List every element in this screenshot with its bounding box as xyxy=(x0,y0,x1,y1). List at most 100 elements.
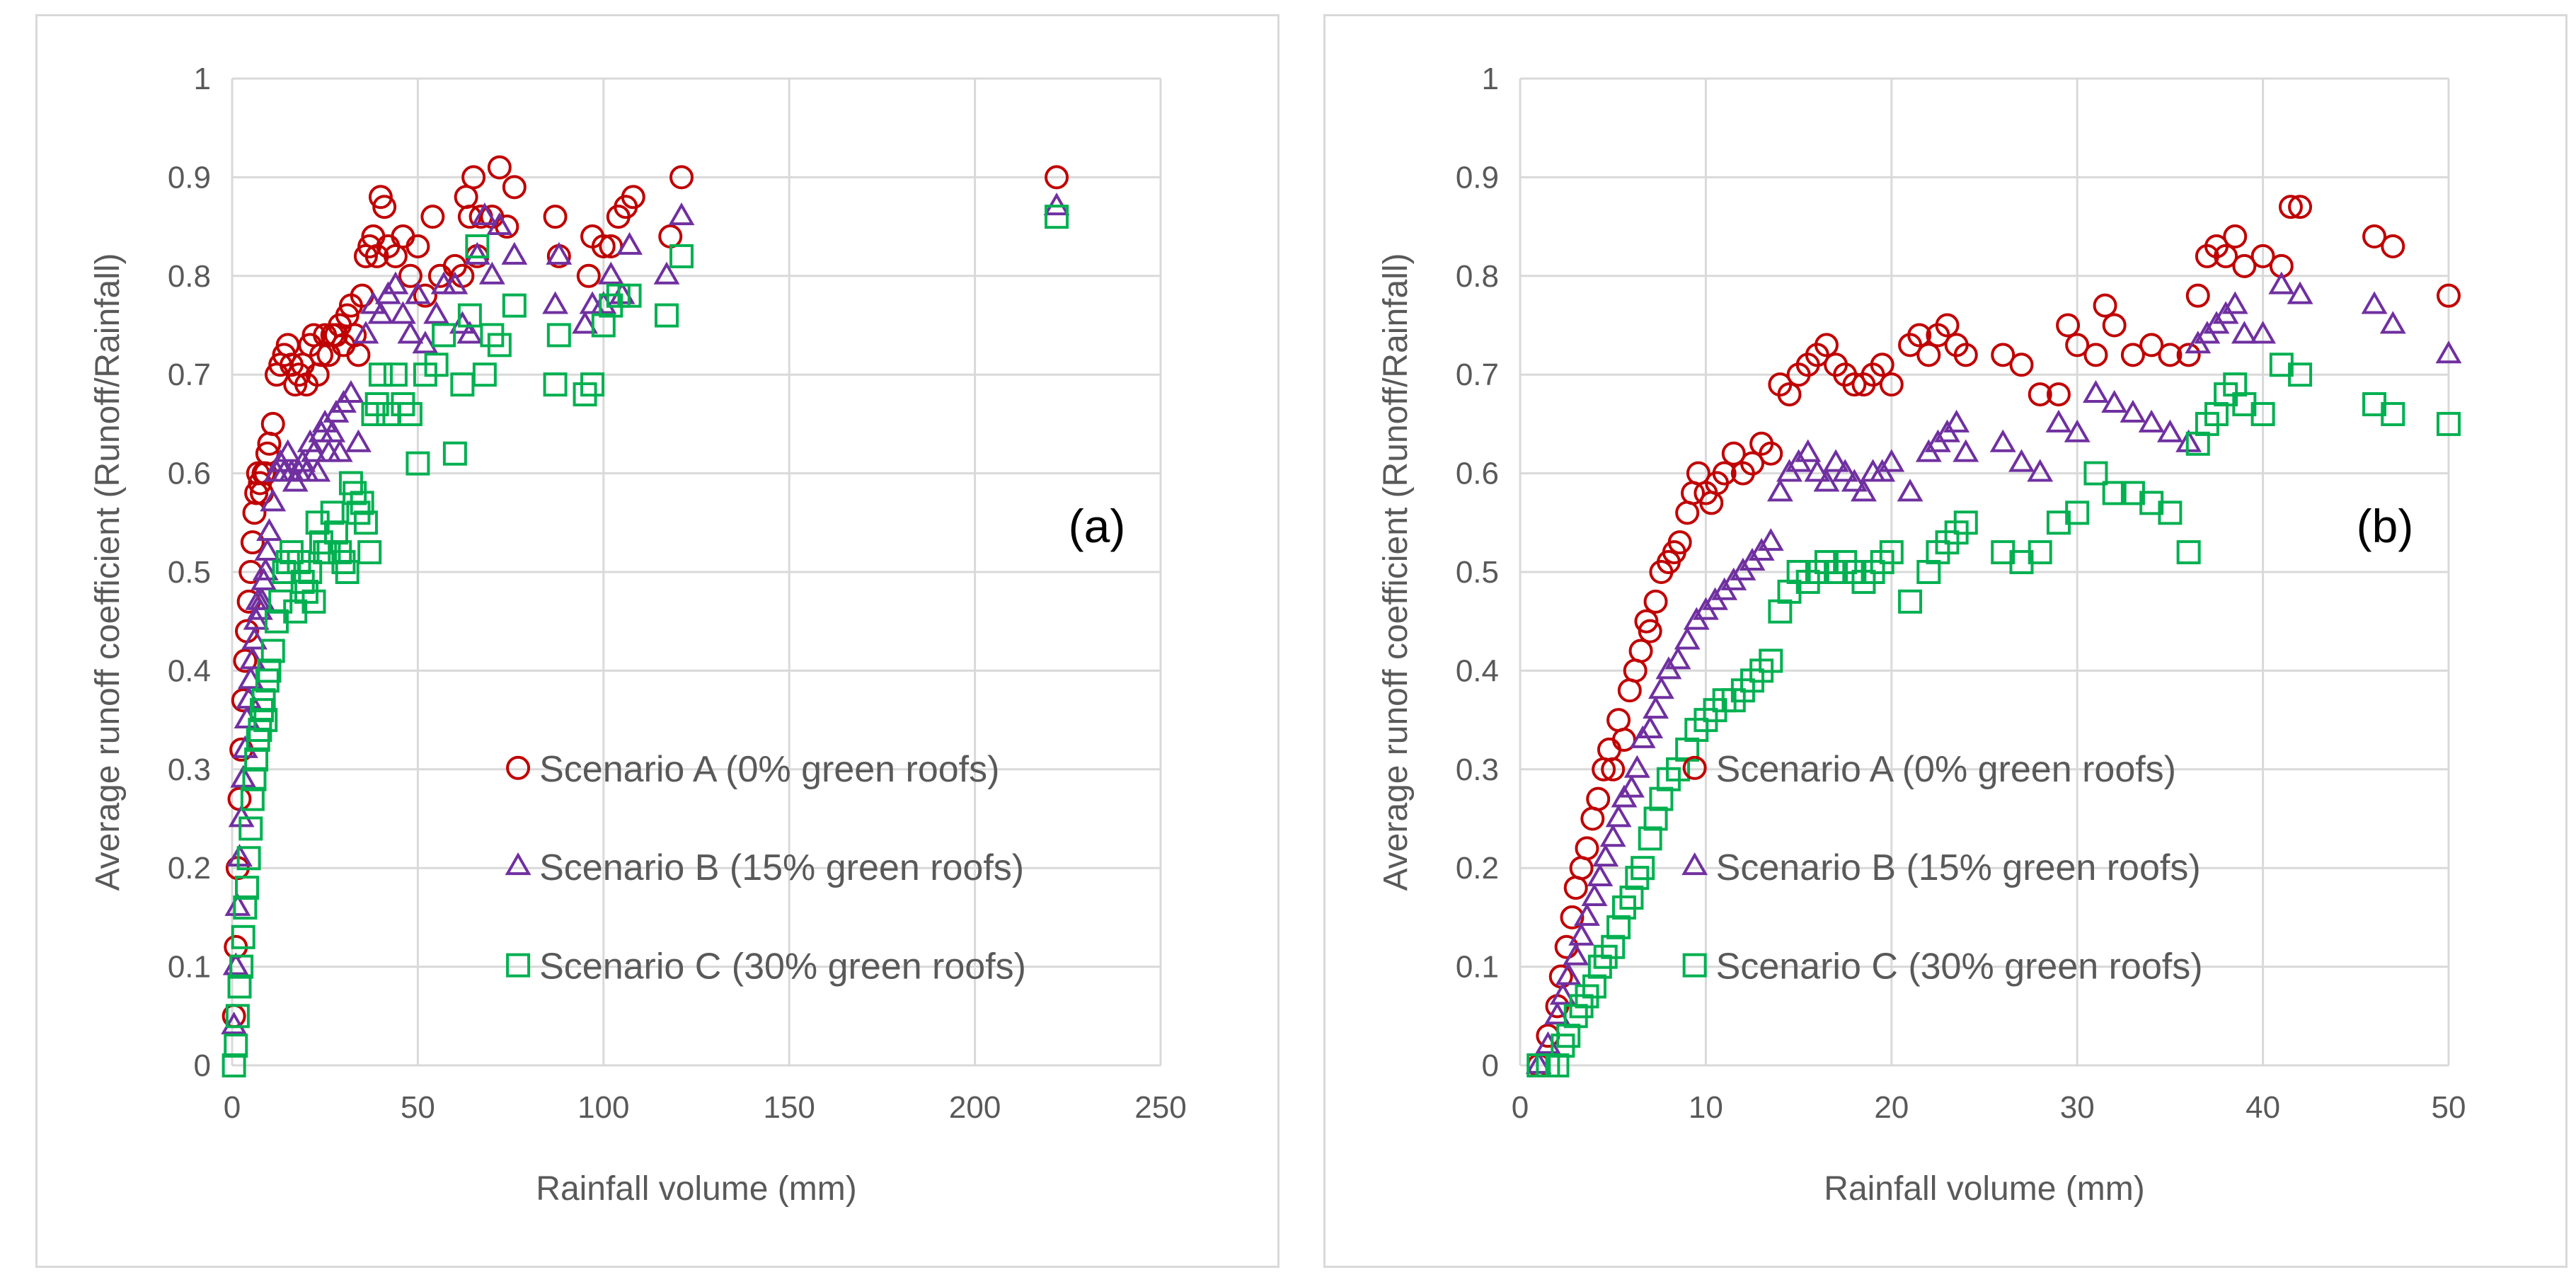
chart-b-series-1-point xyxy=(2250,244,2275,268)
chart-b-series-1-point xyxy=(2232,253,2257,278)
chart-b-svg: 0 10 20 30 40 50 0 0.1 0.2 0.3 0.4 0.5 0.6 0.7 0.8 0.9 1… xyxy=(1377,62,2466,1208)
chart-b-series-1-point xyxy=(1601,757,1626,782)
chart-b-series-1-point xyxy=(1675,500,1700,525)
chart-b-series-3-point xyxy=(2102,481,2127,505)
chart-a-series-1-point xyxy=(487,155,512,180)
chart-a-y-tick-3: 0.3 xyxy=(168,752,211,787)
chart-a-series-3-point xyxy=(242,767,267,791)
chart-a-series-2-point xyxy=(221,1012,248,1035)
chart-b-series-1-point xyxy=(2056,313,2081,338)
chart-b-series-2-point xyxy=(2101,389,2128,413)
chart-a-series-3-point xyxy=(244,747,269,772)
chart-b-series-1-point xyxy=(2102,313,2127,338)
chart-b-series-1-point xyxy=(2120,343,2145,367)
chart-b-series-2-point xyxy=(2082,379,2109,403)
chart-b-x-ticks: 0 10 20 30 40 50 xyxy=(1512,1090,2466,1125)
chart-b-data-points xyxy=(1525,195,2462,1077)
chart-b-series-2-point xyxy=(2045,409,2072,433)
chart-b-y-tick-4: 0.4 xyxy=(1456,653,1499,688)
chart-b-series-2-point xyxy=(1544,1002,1570,1025)
chart-b-series-2-point xyxy=(1568,922,1595,946)
chart-b-series-2-point xyxy=(1766,479,1793,502)
chart-b-legend-item-1: Scenario A (0% green roofs) xyxy=(1682,749,2176,790)
chart-a-series-1-point xyxy=(669,165,694,190)
chart-a-series-3-point xyxy=(655,303,679,328)
chart-a-y-tick-5: 0.5 xyxy=(168,555,211,590)
chart-b-series-2-point xyxy=(1841,469,1868,492)
chart-a-series-3-point xyxy=(238,816,263,841)
chart-b-series-2-point xyxy=(2361,291,2388,314)
chart-b-series-3-point xyxy=(1545,1053,1570,1077)
chart-b-series-2-point xyxy=(1897,479,1924,502)
chart-a-series-1-point xyxy=(242,500,267,525)
chart-b-legend-marker-1 xyxy=(1682,755,1707,780)
chart-a-series-2-point xyxy=(486,212,513,236)
chart-a-series-2-point xyxy=(423,301,450,324)
chart-a-series-2-point xyxy=(668,202,695,226)
chart-a-series-3-point xyxy=(432,323,456,348)
chart-b-series-1-point xyxy=(1586,786,1611,811)
chart-b-series-1-point xyxy=(1777,382,1802,407)
chart-b-series-1-point xyxy=(1634,609,1659,634)
chart-a-series-3-point xyxy=(233,895,258,920)
chart-a-x-tick-0: 0 xyxy=(224,1090,241,1125)
chart-b-series-2-point xyxy=(1549,982,1576,1005)
chart-a-series-2-point xyxy=(616,231,643,255)
chart-b-series-1-point xyxy=(2362,224,2387,249)
chart-a-x-tick-1: 50 xyxy=(401,1090,435,1125)
chart-b-series-1-point xyxy=(2065,333,2090,357)
chart-b-series-1-point xyxy=(2214,244,2238,268)
chart-a-series-3-point xyxy=(298,560,323,584)
chart-a-data-points xyxy=(221,155,1070,1077)
chart-b-series-1-point xyxy=(1643,589,1668,614)
chart-a-series-3-point xyxy=(251,688,276,713)
chart-b-series-1-point xyxy=(1563,876,1588,900)
chart-a-series-3-point xyxy=(472,362,497,387)
chart-b-series-1-point xyxy=(2288,195,2313,219)
chart-b-series-3-point xyxy=(1582,974,1606,999)
chart-b-series-3-point xyxy=(2381,401,2405,426)
chart-b-series-2-point xyxy=(1813,469,1840,492)
chart-b-series-1-point xyxy=(1935,313,1960,338)
chart-b-legend-item-3: Scenario C (30% green roofs) xyxy=(1682,946,2203,988)
chart-a-y-tick-8: 0.8 xyxy=(168,259,211,294)
chart-a-legend-label-2: Scenario B (15% green roofs) xyxy=(539,847,1024,888)
chart-a-series-3-point xyxy=(320,500,345,525)
chart-a-series-1-point xyxy=(368,185,393,210)
chart-a-legend: Scenario A (0% green roofs) Scenario B (1… xyxy=(505,749,1026,988)
chart-b-series-2-point xyxy=(2221,291,2248,314)
chart-b-series-1-point xyxy=(1628,639,1653,663)
chart-b-x-tick-4: 40 xyxy=(2246,1090,2280,1125)
chart-a-series-2-point xyxy=(345,429,372,452)
chart-a-legend-marker-1 xyxy=(506,755,531,780)
chart-b-series-3-point xyxy=(1759,648,1783,673)
chart-a-y-ticks: 0 0.1 0.2 0.3 0.4 0.5 0.6 0.7 0.8 0.9 1 xyxy=(168,62,211,1083)
chart-a-y-tick-7: 0.7 xyxy=(168,357,211,392)
chart-b-series-1-point xyxy=(2028,382,2052,407)
chart-a-series-2-point xyxy=(256,518,282,542)
chart-b-series-1-point xyxy=(1879,372,1904,397)
chart-a-legend-label-1: Scenario A (0% green roofs) xyxy=(539,749,999,790)
chart-b-series-1-point xyxy=(2009,353,2034,377)
chart-b-series-2-point xyxy=(1674,626,1701,650)
chart-b-series-2-point xyxy=(1623,755,1650,778)
chart-b-series-2-point xyxy=(1555,962,1582,985)
chart-b-x-tick-3: 30 xyxy=(2060,1090,2095,1125)
chart-a-series-3-point xyxy=(546,323,571,348)
chart-a-x-tick-4: 200 xyxy=(949,1090,1001,1125)
chart-b-x-tick-1: 10 xyxy=(1689,1090,1723,1125)
chart-a-series-3-point xyxy=(383,362,408,387)
chart-a-series-3-point xyxy=(465,234,490,258)
chart-b-x-tick-2: 20 xyxy=(1874,1090,1909,1125)
chart-a-series-2-point xyxy=(241,626,268,650)
chart-a-series-3-point xyxy=(229,954,254,979)
chart-a-y-tick-0: 0 xyxy=(194,1048,211,1083)
chart-b-series-2-point xyxy=(1989,429,2016,452)
chart-b-y-tick-1: 0.1 xyxy=(1456,950,1499,985)
chart-b-series-1-point xyxy=(1575,836,1599,861)
chart-b-series-2-point xyxy=(1605,804,1632,828)
chart-panel-b: 0 10 20 30 40 50 0 0.1 0.2 0.3 0.4 0.5 0.6 0.7 0.8 0.9 1… xyxy=(1323,14,2568,1268)
chart-a-series-3-point xyxy=(457,303,482,328)
chart-b-series-2-point xyxy=(1637,715,1664,738)
chart-a-y-tick-2: 0.2 xyxy=(168,851,211,886)
